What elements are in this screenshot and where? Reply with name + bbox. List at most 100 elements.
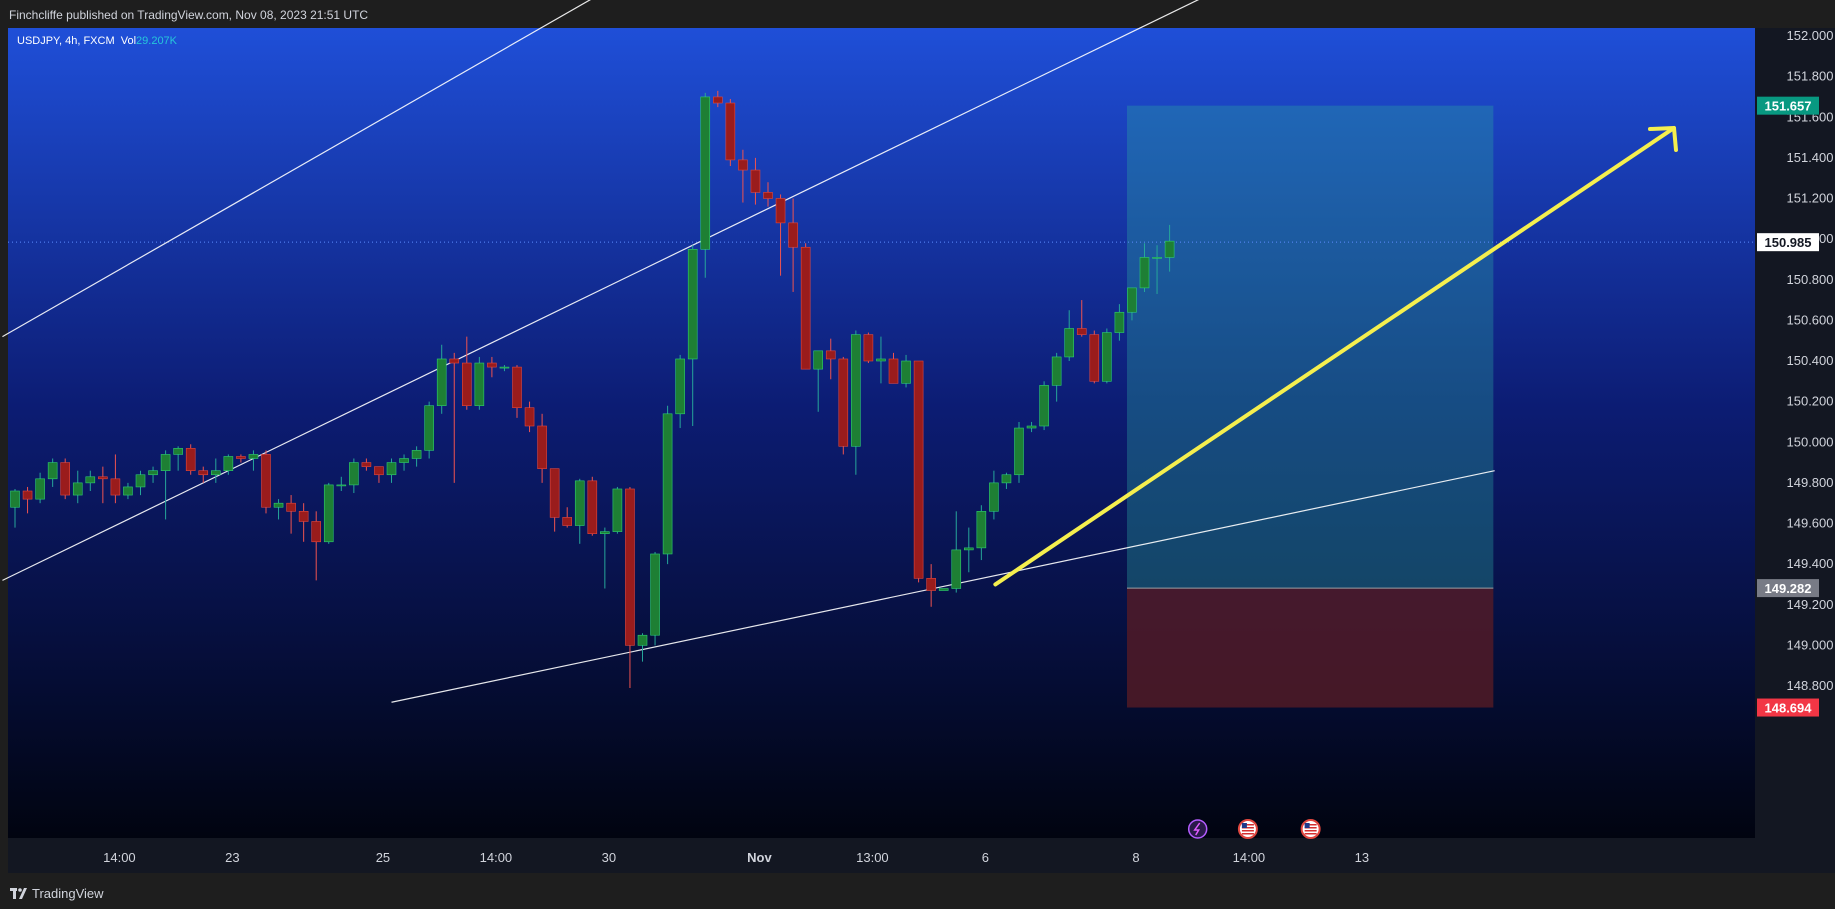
event-icons[interactable] (1187, 819, 1321, 839)
price-tick-label: 149.400 (1787, 556, 1834, 571)
candle (675, 354, 685, 429)
candle (449, 352, 460, 483)
stop-loss-zone[interactable] (1127, 588, 1494, 708)
candle (989, 470, 999, 520)
candle-body (185, 448, 196, 471)
candle-body (1089, 334, 1100, 382)
candle-body (976, 511, 987, 549)
candle-body (1164, 240, 1175, 258)
candle (236, 454, 246, 463)
candle-body (72, 482, 83, 496)
candle (424, 401, 434, 459)
candle-body (876, 358, 886, 362)
candle-body (135, 474, 146, 488)
stop-price-tag: 148.694 (1765, 701, 1813, 716)
price-tick-label: 151.800 (1787, 69, 1834, 84)
candle (813, 350, 824, 412)
price-tick-label: 150.000 (1787, 434, 1834, 449)
candle (98, 466, 108, 504)
candle (273, 499, 284, 520)
candle-body (512, 366, 522, 409)
candle-body (1064, 328, 1074, 358)
position-zones[interactable] (8, 105, 1755, 708)
volume-label: Vol (120, 35, 137, 47)
time-tick-label: Nov (747, 850, 772, 865)
target-arrow-head[interactable] (1648, 126, 1678, 152)
candle-body (173, 448, 183, 455)
tradingview-logo[interactable]: TradingView (10, 886, 104, 901)
candle (349, 458, 359, 494)
overlay-layer[interactable] (993, 126, 1678, 587)
candle (562, 507, 573, 528)
candle-body (851, 334, 861, 447)
symbol-legend[interactable]: USDJPY, 4h, FXCM Vol29.207K (17, 35, 177, 47)
time-axis[interactable]: 14:00 23 25 14:00 30 Nov 13:00 6 8 14:00 13 (103, 850, 1369, 865)
price-tick-label: 149.200 (1787, 597, 1834, 612)
price-tick-label: 151.400 (1787, 150, 1834, 165)
candle-body (1051, 356, 1062, 386)
candle (47, 458, 58, 487)
candle (261, 450, 271, 514)
flag-stripe (1241, 824, 1254, 826)
trendline-3[interactable] (391, 470, 1495, 703)
candles-layer (10, 90, 1175, 689)
target-price-tag-box[interactable] (1757, 96, 1819, 115)
candle (311, 511, 322, 581)
candle-body (612, 488, 623, 532)
entry-price-tag-box[interactable] (1757, 579, 1819, 598)
candle-body (1026, 425, 1037, 429)
time-tick-label: 8 (1132, 850, 1139, 865)
candle-body (800, 246, 811, 370)
current-price-tag-box[interactable] (1757, 233, 1819, 252)
price-tick-label: 150.400 (1787, 353, 1834, 368)
trendline-1[interactable] (2, 0, 686, 338)
candle-body (524, 407, 535, 427)
candle (687, 245, 698, 426)
candle (600, 527, 610, 589)
candle-body (913, 360, 924, 579)
candle (888, 352, 899, 384)
candle-body (349, 462, 359, 486)
target-price-tag: 151.657 (1765, 99, 1812, 114)
candle (976, 505, 987, 561)
candle (1026, 421, 1037, 433)
candle-body (198, 470, 209, 476)
candle-body (223, 456, 234, 471)
flag-stripe (1241, 833, 1254, 835)
candle (223, 454, 234, 475)
price-axis-panel (1755, 28, 1835, 873)
candle (625, 486, 635, 689)
time-tick-label: 13:00 (856, 850, 889, 865)
us-flag-icon[interactable] (1300, 819, 1321, 839)
stop-price-tag-box[interactable] (1757, 698, 1819, 717)
price-axis[interactable]: 152.000151.800151.600151.400151.200151.0… (1757, 28, 1834, 717)
candle (763, 182, 773, 207)
target-arrow[interactable] (993, 126, 1676, 587)
candle (650, 551, 660, 646)
candle (10, 488, 20, 528)
candle-body (587, 480, 598, 534)
lightning-icon[interactable] (1187, 819, 1208, 839)
candle-body (926, 578, 936, 591)
us-flag-icon[interactable] (1237, 819, 1258, 839)
candle (1164, 224, 1175, 272)
candle-body (989, 482, 999, 512)
price-tick-label: 150.600 (1787, 312, 1834, 327)
candle-body (537, 425, 547, 469)
candle-body (775, 198, 786, 224)
symbol-title: USDJPY, 4h, FXCM (17, 35, 115, 47)
candle-body (323, 484, 334, 543)
entry-price-tag: 149.282 (1765, 581, 1812, 596)
candle (160, 450, 171, 520)
time-tick-label: 14:00 (480, 850, 513, 865)
candle (123, 482, 133, 500)
candle-body (160, 454, 171, 471)
candle (712, 90, 723, 108)
candle-body (825, 350, 836, 360)
candle-body (725, 102, 736, 161)
candle-body (838, 358, 849, 447)
flag-stripe (1241, 827, 1254, 829)
candle (399, 454, 409, 471)
profit-zone[interactable] (1127, 105, 1494, 589)
